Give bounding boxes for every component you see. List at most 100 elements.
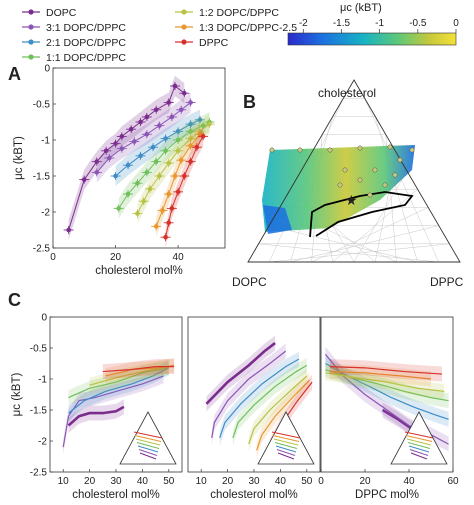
- y-tick-label: -2.5: [30, 468, 48, 479]
- inset-path: [408, 445, 430, 453]
- ternary-field: [262, 145, 415, 232]
- ternary-star: ★: [345, 192, 358, 208]
- data-point: [163, 234, 168, 240]
- data-point: [106, 155, 112, 161]
- panel-label-c: C: [8, 290, 21, 310]
- ternary-marker: [397, 157, 403, 163]
- colorbar-tick-label: -0.5: [409, 18, 427, 29]
- data-point: [119, 146, 125, 151]
- series-line: [329, 370, 432, 380]
- inset-path: [136, 442, 160, 449]
- series-line: [232, 364, 308, 439]
- colorbar-tick-label: -1: [375, 18, 384, 29]
- x-axis-label: cholesterol mol%: [95, 265, 183, 277]
- series-line: [102, 366, 175, 373]
- data-point: [119, 134, 125, 139]
- inset-path: [133, 431, 163, 439]
- data-point: [113, 141, 118, 146]
- legend-label: 1:3 DOPC/DPPC-2.5: [199, 22, 297, 34]
- data-point: [141, 198, 146, 204]
- series-line: [211, 350, 287, 439]
- data-point: [125, 191, 131, 197]
- series-band: [115, 109, 200, 187]
- ternary-gridline: [269, 225, 418, 263]
- data-point: [135, 180, 140, 186]
- series-line: [205, 342, 276, 405]
- legend-label: DOPC: [46, 7, 77, 19]
- series-line: [325, 372, 445, 392]
- ternary-marker: [337, 182, 343, 188]
- data-point: [157, 173, 162, 179]
- series-band: [96, 92, 191, 183]
- series-band: [156, 124, 200, 237]
- legend-label: 1:1 DOPC/DPPC: [46, 52, 126, 64]
- panel-c1-chart: 10 20 30 40 50 0 -0.5 -1 -1.5 -2 -2.5 cholesterol m…: [11, 313, 183, 501]
- series-band: [269, 374, 313, 455]
- ternary-marker: [342, 167, 348, 173]
- data-point: [66, 227, 71, 233]
- inset-path: [410, 452, 428, 460]
- ternary-gridline: [311, 207, 429, 263]
- data-point: [188, 129, 193, 134]
- data-point: [94, 170, 100, 175]
- inset-path: [271, 431, 301, 439]
- legend-marker: [181, 24, 187, 30]
- series-band: [325, 362, 449, 409]
- ternary-marker: [357, 177, 363, 183]
- data-point: [157, 123, 162, 128]
- x-tick-label: 20: [84, 476, 96, 487]
- legend-marker: [28, 39, 34, 45]
- data-point: [144, 131, 150, 137]
- ternary-field-low: [263, 205, 292, 234]
- x-tick-label: 10: [196, 476, 208, 487]
- data-point: [116, 206, 121, 211]
- ternary-gridline: [332, 189, 418, 263]
- y-tick-label: -0.5: [30, 344, 48, 355]
- ternary-gridline: [290, 225, 439, 263]
- data-point: [200, 123, 206, 128]
- ternary-marker: [269, 147, 275, 153]
- data-point: [178, 107, 184, 113]
- x-tick-label: 40: [275, 476, 287, 487]
- data-point: [169, 206, 175, 211]
- data-point: [147, 186, 153, 192]
- series-line: [67, 405, 125, 427]
- legend: DOPC 3:1 DOPC/DPPC 2:1 DOPC/DPPC 1:1 DOPC/D…: [22, 7, 297, 64]
- data-point: [144, 114, 150, 120]
- data-point: [188, 136, 193, 141]
- y-tick-label: -2.5: [33, 244, 51, 255]
- series-line: [165, 136, 204, 238]
- inset-path: [405, 435, 433, 442]
- series-line: [329, 366, 443, 375]
- data-point: [125, 162, 131, 168]
- series-band: [329, 364, 431, 387]
- data-point: [113, 173, 118, 179]
- series-band: [68, 360, 169, 421]
- inset-path: [134, 435, 162, 442]
- data-point: [188, 159, 193, 164]
- ternary-label-right: DPPC: [430, 275, 464, 289]
- y-tick-label: -1: [41, 136, 50, 147]
- data-point: [188, 100, 193, 105]
- plot-frame: [320, 316, 454, 473]
- data-point: [144, 170, 150, 175]
- series-band: [63, 368, 164, 455]
- legend-label: 1:2 DOPC/DPPC: [199, 7, 279, 19]
- legend-marker: [28, 54, 34, 60]
- data-point: [166, 160, 172, 166]
- x-tick-label: 30: [248, 476, 260, 487]
- x-axis-label: cholesterol mol%: [72, 489, 160, 501]
- inset-path: [404, 431, 434, 439]
- panel-label-a: A: [8, 64, 21, 84]
- colorbar-tick-label: 0: [453, 18, 459, 29]
- data-point: [169, 114, 175, 120]
- y-axis-label: μc (kBT): [13, 136, 25, 180]
- data-point: [175, 137, 181, 143]
- legend-marker: [28, 24, 34, 30]
- data-point: [200, 134, 206, 139]
- x-tick-label: 0: [50, 252, 56, 263]
- y-tick-label: 0: [44, 64, 50, 75]
- y-axis-label: μc (kBT): [11, 372, 23, 416]
